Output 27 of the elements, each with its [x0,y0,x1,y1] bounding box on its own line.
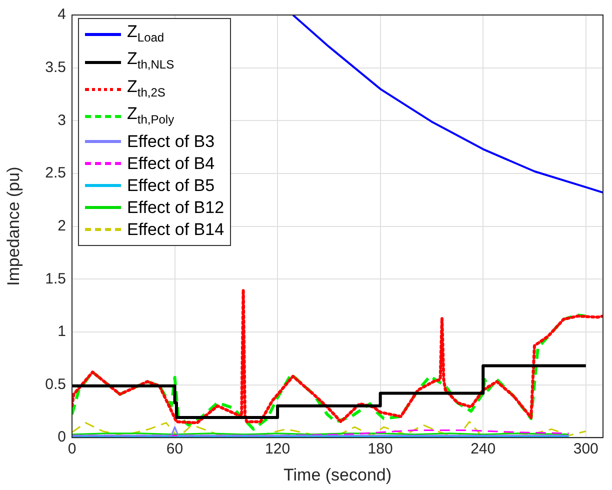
y-tick-label: 2.5 [45,164,66,182]
legend-label: Z$_{th,2S}$ [127,76,166,102]
legend-label: Effect of B3 [127,130,215,153]
x-tick-label: 300 [573,440,598,458]
legend-label: Effect of B4 [127,152,215,175]
y-tick-label: 0 [58,428,66,446]
y-tick-label: 1 [58,323,66,340]
x-tick-label: 60 [166,440,184,458]
legend-label: Z$_{th,NLS}$ [127,48,174,74]
x-axis-title: Time (second) [283,465,392,484]
legend-label: Z$_{Load}$ [127,21,164,46]
y-tick-label: 3.5 [45,58,66,76]
legend-label: Effect of B12 [127,196,224,219]
y-tick-label: 0.5 [45,376,66,393]
legend-label: Z$_{th,Poly}$ [127,103,174,129]
line-series [72,314,588,431]
y-tick-label: 3 [58,112,66,129]
x-tick-label: 120 [265,440,290,458]
legend-label: Effect of B5 [127,174,215,197]
y-tick-label: 1.5 [45,270,66,288]
x-tick-label: 180 [368,440,393,458]
x-tick-label: 240 [470,440,496,458]
line-series [72,288,603,424]
y-axis-title: Impedance (pu) [4,166,23,286]
legend-label: Effect of B14 [127,218,224,241]
y-tick-label: 4 [58,6,66,24]
y-tick-label: 2 [58,217,66,234]
